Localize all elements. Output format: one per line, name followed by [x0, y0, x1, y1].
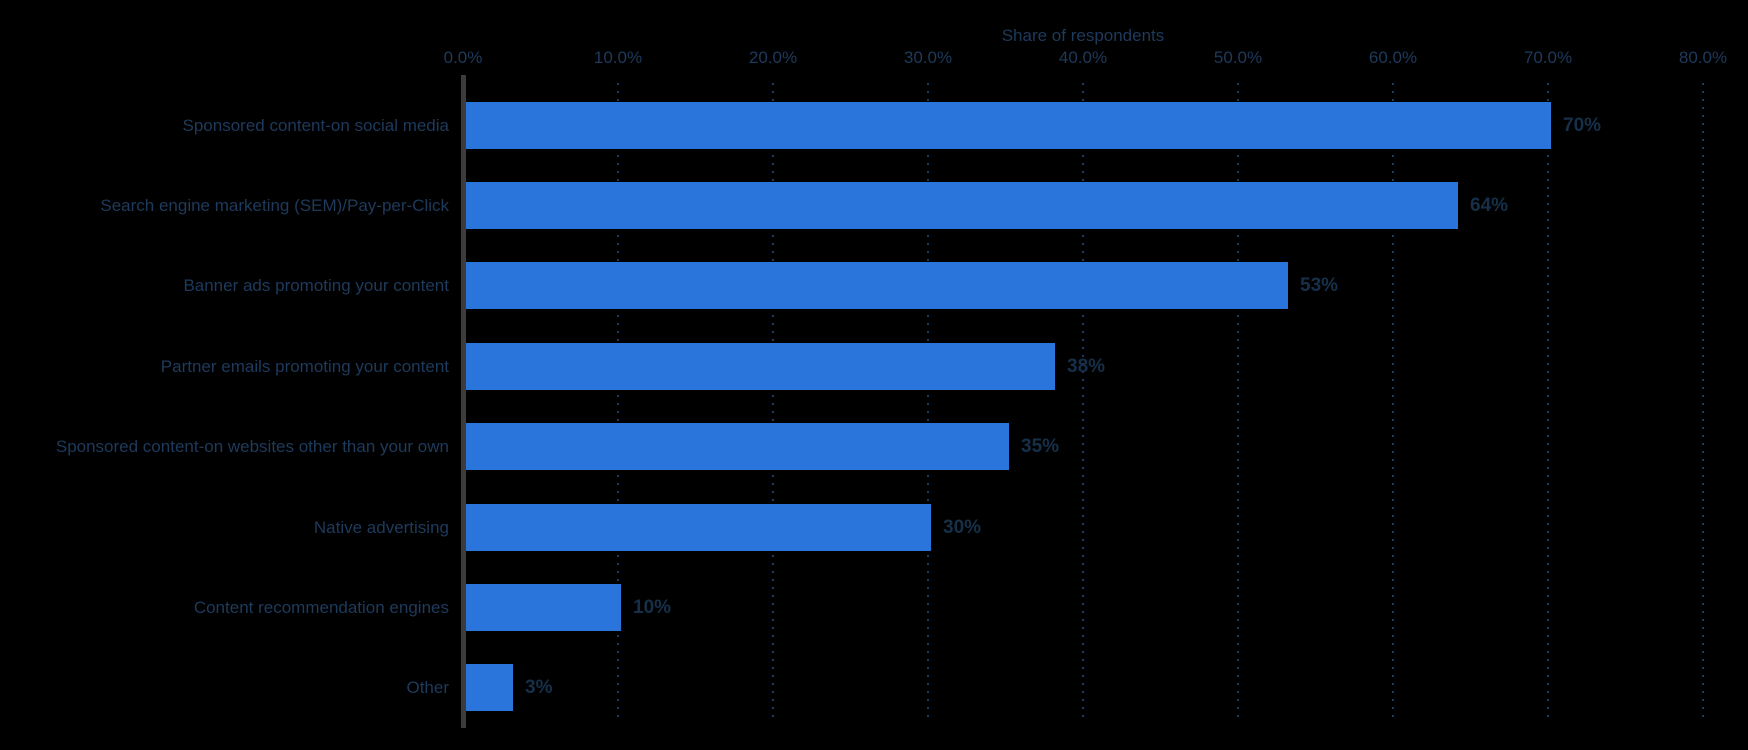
category-label: Sponsored content-on websites other than… — [55, 436, 449, 456]
category-label: Native advertising — [313, 517, 449, 537]
bar — [466, 664, 513, 711]
x-axis-tick-label: 0.0% — [443, 48, 483, 67]
category-label: Partner emails promoting your content — [160, 356, 449, 376]
vertical-gridline — [1547, 83, 1549, 720]
bar — [466, 262, 1288, 309]
category-label: Other — [406, 677, 449, 697]
vertical-gridline — [1702, 83, 1704, 720]
bar — [466, 102, 1551, 149]
x-axis-tick-label: 20.0% — [748, 48, 798, 67]
x-axis-tick-label: 80.0% — [1678, 48, 1728, 67]
category-label: Content recommendation engines — [193, 597, 449, 617]
bar — [466, 584, 621, 631]
x-axis-tick-label: 30.0% — [903, 48, 953, 67]
x-axis-title: Share of respondents — [1001, 26, 1165, 45]
vertical-gridline — [1392, 83, 1394, 720]
category-label: Search engine marketing (SEM)/Pay-per-Cl… — [100, 195, 449, 215]
value-label: 3% — [525, 676, 553, 698]
vertical-gridline — [1237, 83, 1239, 720]
category-label: Banner ads promoting your content — [183, 275, 449, 295]
x-axis-tick-label: 40.0% — [1058, 48, 1108, 67]
vertical-gridline — [927, 83, 929, 720]
x-axis-tick-label: 10.0% — [593, 48, 643, 67]
value-label: 53% — [1300, 274, 1339, 296]
value-label: 35% — [1021, 435, 1060, 457]
value-label: 70% — [1563, 114, 1602, 136]
x-axis-tick-label: 50.0% — [1213, 48, 1263, 67]
value-label: 64% — [1470, 194, 1509, 216]
vertical-gridline — [1082, 83, 1084, 720]
vertical-gridline — [772, 83, 774, 720]
value-label: 30% — [943, 516, 982, 538]
bar — [466, 182, 1458, 229]
x-axis-tick-label: 60.0% — [1368, 48, 1418, 67]
y-axis-line — [461, 75, 466, 728]
bar — [466, 504, 931, 551]
value-label: 38% — [1067, 355, 1106, 377]
bar — [466, 343, 1055, 390]
value-label: 10% — [633, 596, 672, 618]
category-label: Sponsored content-on social media — [182, 115, 450, 135]
x-axis-tick-label: 70.0% — [1523, 48, 1573, 67]
vertical-gridline — [617, 83, 619, 720]
bar — [466, 423, 1009, 470]
